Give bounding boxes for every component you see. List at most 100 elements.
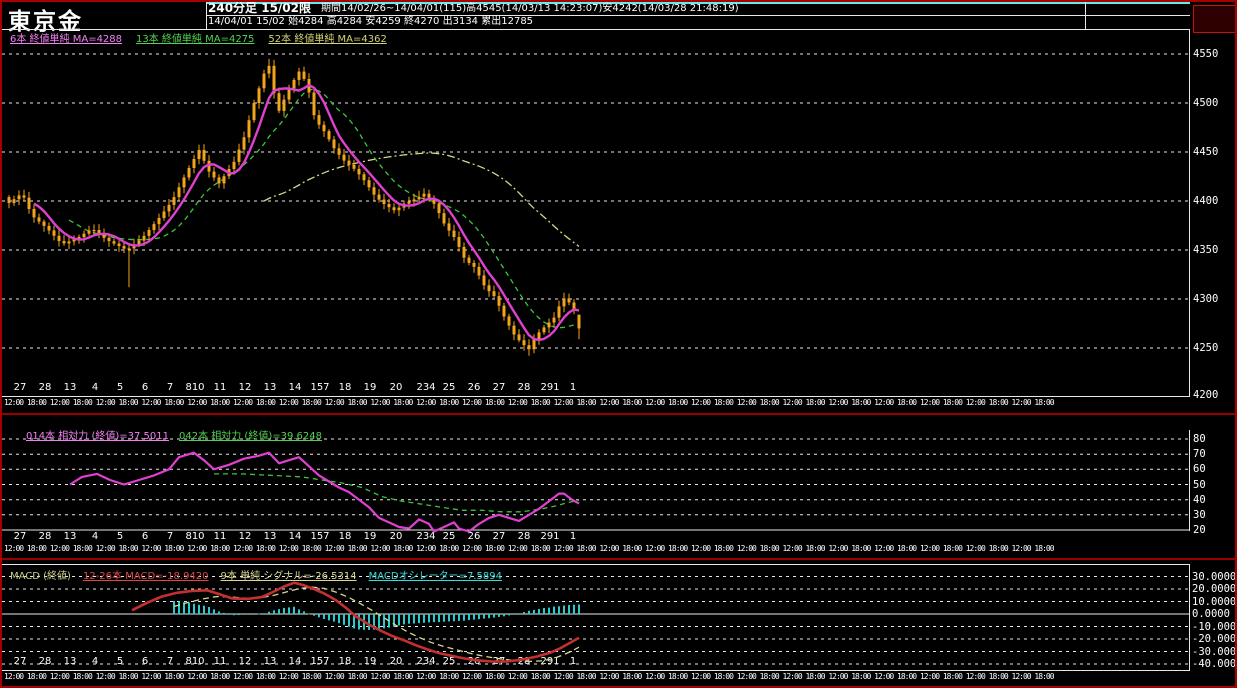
macd-tick-label: -10.0000: [1192, 620, 1237, 633]
x-tick-label: 7: [166, 531, 174, 542]
x-tick-label: 11: [213, 531, 227, 542]
x-tick-label: 1: [569, 382, 577, 393]
x-tick-label: 25: [442, 382, 456, 393]
x-tick-label: 28: [517, 382, 531, 393]
indicator-legend-label: MACD (終値): [10, 571, 71, 582]
header-divider-2: [2, 29, 1190, 30]
macd-tick-label: -40.0000: [1192, 658, 1237, 670]
x-tick-label: 14: [288, 531, 302, 542]
period-high-low-info: 期間14/02/26~14/04/01(115)高4545(14/03/13 1…: [321, 3, 739, 14]
macd-tick-label: 10.0000: [1192, 595, 1237, 608]
x-tick-label: 157: [310, 382, 330, 393]
x-tick-label: 28: [38, 656, 52, 667]
ma-legend-row: 6本 終値単純 MA=4288 13本 終値単純 MA=4275 52本 終値単純 …: [10, 30, 401, 45]
price-tick-label: 4250: [1193, 342, 1219, 354]
x-tick-label: 4: [91, 531, 99, 542]
x-tick-label: 4: [91, 382, 99, 393]
indicator-legend-label: 52本 終値単純 MA=4362: [268, 34, 387, 45]
price-tick-label: 4200: [1193, 389, 1219, 401]
x-tick-label: 13: [263, 382, 277, 393]
indicator-legend-label: 014本 相対力 (終値)=37.5011: [26, 431, 169, 442]
session-ohlc-info: 14/04/01 15/02 始4284 高4284 安4259 終4270 出…: [208, 16, 534, 27]
x-tick-label: 13: [263, 531, 277, 542]
x-tick-label: 810: [185, 656, 205, 667]
x-tick-label: 11: [213, 382, 227, 393]
x-tick-label: 27: [492, 656, 506, 667]
main-candlestick-chart[interactable]: [2, 42, 1190, 410]
x-tick-label: 157: [310, 531, 330, 542]
x-tick-label: 11: [213, 656, 227, 667]
x-tick-label: 20: [389, 382, 403, 393]
macd-top-border: [2, 564, 1190, 565]
x-tick-label: 13: [63, 656, 77, 667]
instrument-title: 東京金: [8, 9, 83, 35]
x-tick-label: 291: [540, 531, 560, 542]
macd-time-axis: 12:00 18:00 12:00 18:00 12:00 18:00 12:0…: [4, 672, 1055, 681]
price-tick-label: 4450: [1193, 146, 1219, 158]
x-tick-label: 27: [492, 382, 506, 393]
x-tick-label: 6: [141, 382, 149, 393]
indicator-legend-label: 042本 相対力 (終値)=39.6248: [178, 431, 322, 442]
rsi-tick-label: 50: [1193, 478, 1206, 491]
macd-date-axis: 27 28 13 4 5 6 7 810 11 12 13 14 157 18 19 20 234 25 26 27 2…: [2, 656, 1190, 668]
timeframe-label: 240分足 15/02限: [208, 1, 312, 15]
macd-tick-label: 20.0000: [1192, 583, 1237, 595]
x-tick-label: 810: [185, 531, 205, 542]
rsi-time-axis: 12:00 18:00 12:00 18:00 12:00 18:00 12:0…: [4, 544, 1055, 553]
x-tick-label: 12: [238, 656, 252, 667]
header-divider-1: [206, 15, 1190, 16]
price-tick-label: 4300: [1193, 293, 1219, 305]
x-tick-label: 25: [442, 531, 456, 542]
x-tick-label: 13: [63, 382, 77, 393]
x-tick-label: 6: [141, 656, 149, 667]
x-tick-label: 4: [91, 656, 99, 667]
indicator-legend-label: 13本 終値単純 MA=4275: [136, 34, 255, 45]
rsi-tick-label: 40: [1193, 493, 1206, 506]
x-tick-label: 18: [338, 656, 352, 667]
x-tick-label: 28: [38, 382, 52, 393]
x-tick-label: 27: [492, 531, 506, 542]
rsi-header-row: 014本 相対力 (終値)=37.5011 042本 相対力 (終値)=39.62…: [26, 427, 332, 442]
macd-tick-label: 0.0000: [1192, 608, 1230, 620]
main-chart-date-axis: 27 28 13 4 5 6 7 810 11 12 13 14 157 18 19 20 234 25 26 27 2…: [2, 382, 1190, 394]
x-tick-label: 12: [238, 531, 252, 542]
corner-status-box: [1193, 5, 1235, 33]
x-tick-label: 19: [363, 382, 377, 393]
x-tick-label: 19: [363, 656, 377, 667]
x-tick-label: 234: [416, 656, 436, 667]
main-chart-time-axis: 12:00 18:00 12:00 18:00 12:00 18:00 12:0…: [4, 398, 1055, 407]
rsi-right-border: [1189, 430, 1190, 531]
x-tick-label: 28: [517, 531, 531, 542]
macd-tick-label: -20.0000: [1192, 633, 1237, 645]
indicator-legend-label: 6本 終値単純 MA=4288: [10, 34, 123, 45]
macd-tick-label: 30.0000: [1192, 570, 1237, 583]
macd-tick-label: -30.0000: [1192, 645, 1237, 658]
price-tick-label: 4500: [1193, 97, 1219, 109]
panel-separator-2: [2, 558, 1235, 560]
price-tick-label: 4550: [1193, 48, 1219, 60]
header-info-line1: 240分足 15/02限 期間14/02/26~14/04/01(115)高45…: [208, 2, 739, 15]
x-tick-label: 291: [540, 382, 560, 393]
main-chart-bottom-border: [2, 396, 1190, 397]
x-tick-label: 810: [185, 382, 205, 393]
indicator-legend-label: 12-26本 MACD=-18.9420: [82, 571, 209, 582]
macd-right-border: [1189, 565, 1190, 670]
x-tick-label: 234: [416, 382, 436, 393]
indicator-legend-label: 9本 単純 シグナル=-26.5314: [220, 571, 357, 582]
price-tick-label: 4350: [1193, 244, 1219, 256]
rsi-tick-label: 70: [1193, 448, 1206, 461]
x-tick-label: 6: [141, 531, 149, 542]
x-tick-label: 28: [38, 531, 52, 542]
macd-header-row: MACD (終値) 12-26本 MACD=-18.9420 9本 単純 シグナル=…: [10, 567, 514, 582]
x-tick-label: 1: [569, 531, 577, 542]
x-tick-label: 5: [116, 382, 124, 393]
x-tick-label: 7: [166, 382, 174, 393]
x-tick-label: 12: [238, 382, 252, 393]
x-tick-label: 26: [467, 531, 481, 542]
header-top-accent: [206, 2, 1190, 4]
x-tick-label: 27: [13, 656, 27, 667]
rsi-tick-label: 60: [1193, 463, 1206, 476]
x-tick-label: 7: [166, 656, 174, 667]
x-tick-label: 13: [63, 531, 77, 542]
